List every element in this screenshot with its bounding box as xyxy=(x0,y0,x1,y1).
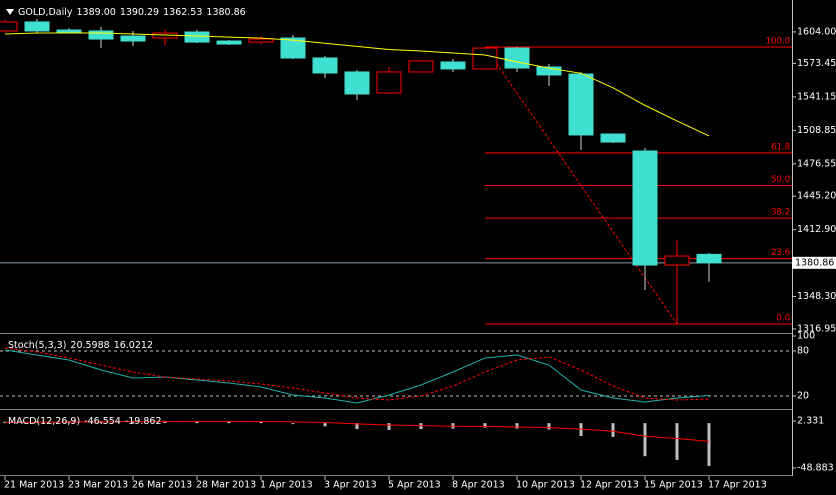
x-tick-label: 12 Apr 2013 xyxy=(580,480,639,491)
indicator-title: Stoch(5,3,3) 20.5988 16.0212 xyxy=(8,340,153,351)
x-tick-label: 5 Apr 2013 xyxy=(388,480,441,491)
x-tick-label: 26 Mar 2013 xyxy=(132,480,192,491)
histogram-bar xyxy=(643,423,647,457)
x-tick-label: 15 Apr 2013 xyxy=(644,480,703,491)
y-tick-label: 1348.30 xyxy=(797,291,836,302)
y-tick-label: 100 xyxy=(797,331,815,342)
candle-body xyxy=(24,21,50,32)
candle-body xyxy=(344,71,370,95)
histogram-bar xyxy=(163,420,167,424)
fib-label: 23.6 xyxy=(771,248,790,258)
candle-body xyxy=(568,73,594,136)
candle-body xyxy=(440,61,466,70)
fib-label: 100.0 xyxy=(766,37,790,47)
indicator-title: MACD(12,26,9) -46.554 -19.862 xyxy=(8,416,162,427)
histogram-bar xyxy=(547,423,551,430)
indicator-value: 16.0212 xyxy=(114,340,153,351)
candle-body xyxy=(312,57,338,74)
histogram-bar xyxy=(611,423,615,437)
candle-body xyxy=(536,66,562,76)
y-tick-label: 1316.95 xyxy=(797,323,836,334)
indicator-name: Stoch(5,3,3) xyxy=(8,340,66,351)
histogram-bar xyxy=(483,423,487,428)
y-tick-label: 1476.55 xyxy=(797,158,836,169)
candle-body xyxy=(472,47,498,70)
x-tick-label: 1 Apr 2013 xyxy=(260,480,313,491)
indicator-value: 1362.53 xyxy=(163,7,202,18)
candle-body xyxy=(664,255,690,266)
histogram-bar xyxy=(707,423,711,466)
fib-label: 38.2 xyxy=(771,208,790,218)
candle-body xyxy=(376,71,402,94)
histogram-bar xyxy=(387,423,391,430)
moving-average xyxy=(4,32,710,137)
histogram-bar xyxy=(195,421,199,424)
x-tick-label: 28 Mar 2013 xyxy=(196,480,256,491)
y-tick-label: 1445.20 xyxy=(797,191,836,202)
candle-body xyxy=(504,47,530,69)
menu-triangle[interactable] xyxy=(6,9,14,15)
indicator-name: MACD(12,26,9) xyxy=(8,416,80,427)
candle-body xyxy=(280,37,306,59)
indicator-name: GOLD,Daily xyxy=(18,7,73,18)
histogram-bar xyxy=(3,421,7,424)
candle-body xyxy=(632,150,658,266)
histogram-bar xyxy=(675,423,679,460)
histogram-bar xyxy=(323,423,327,427)
signal-line xyxy=(4,420,710,442)
candle-body xyxy=(184,31,210,43)
histogram-bar xyxy=(227,421,231,424)
candle-body xyxy=(56,29,82,33)
y-tick-label: -48.883 xyxy=(797,463,834,474)
last-price-label: 1380.86 xyxy=(795,257,834,268)
indicator-value: 1390.29 xyxy=(120,7,159,18)
indicator-title: GOLD,Daily 1389.00 1390.29 1362.53 1380.86 xyxy=(18,7,246,18)
x-tick-label: 21 Mar 2013 xyxy=(4,480,64,491)
last-price-box xyxy=(792,256,836,269)
histogram-bar xyxy=(355,423,359,430)
indicator-value: -19.862 xyxy=(125,416,162,427)
y-tick-label: 1508.85 xyxy=(797,125,836,136)
y-tick-label: 80 xyxy=(797,346,809,357)
indicator-value: 20.5988 xyxy=(70,340,109,351)
histogram-bar xyxy=(515,423,519,429)
fib-label: 0.0 xyxy=(776,314,790,324)
indicator-line xyxy=(4,347,710,401)
y-tick-label: 1412.90 xyxy=(797,224,836,235)
y-tick-label: 1541.15 xyxy=(797,91,836,102)
fib-label: 50.0 xyxy=(771,175,790,185)
indicator-value: 1380.86 xyxy=(206,7,245,18)
y-tick-label: 2.331 xyxy=(797,415,824,426)
candle-body xyxy=(408,60,434,73)
candle-body xyxy=(0,21,18,32)
candle-body xyxy=(600,133,626,143)
x-tick-label: 8 Apr 2013 xyxy=(452,480,505,491)
candle-body xyxy=(88,30,114,40)
histogram-bar xyxy=(291,423,295,425)
candle-body xyxy=(120,35,146,42)
y-tick-label: 20 xyxy=(797,391,809,402)
x-tick-label: 3 Apr 2013 xyxy=(324,480,377,491)
y-tick-label: 1604.00 xyxy=(797,26,836,37)
candle-body xyxy=(696,253,722,264)
candle-body xyxy=(248,38,274,43)
candle-body xyxy=(216,40,242,45)
indicator-value: 1389.00 xyxy=(77,7,116,18)
fib-label: 61.8 xyxy=(771,142,790,152)
indicator-line xyxy=(4,349,710,404)
x-tick-label: 17 Apr 2013 xyxy=(708,480,767,491)
y-tick-label: 1573.45 xyxy=(797,58,836,69)
x-tick-label: 23 Mar 2013 xyxy=(68,480,128,491)
indicator-value: -46.554 xyxy=(84,416,121,427)
x-tick-label: 10 Apr 2013 xyxy=(516,480,575,491)
histogram-bar xyxy=(259,421,263,424)
